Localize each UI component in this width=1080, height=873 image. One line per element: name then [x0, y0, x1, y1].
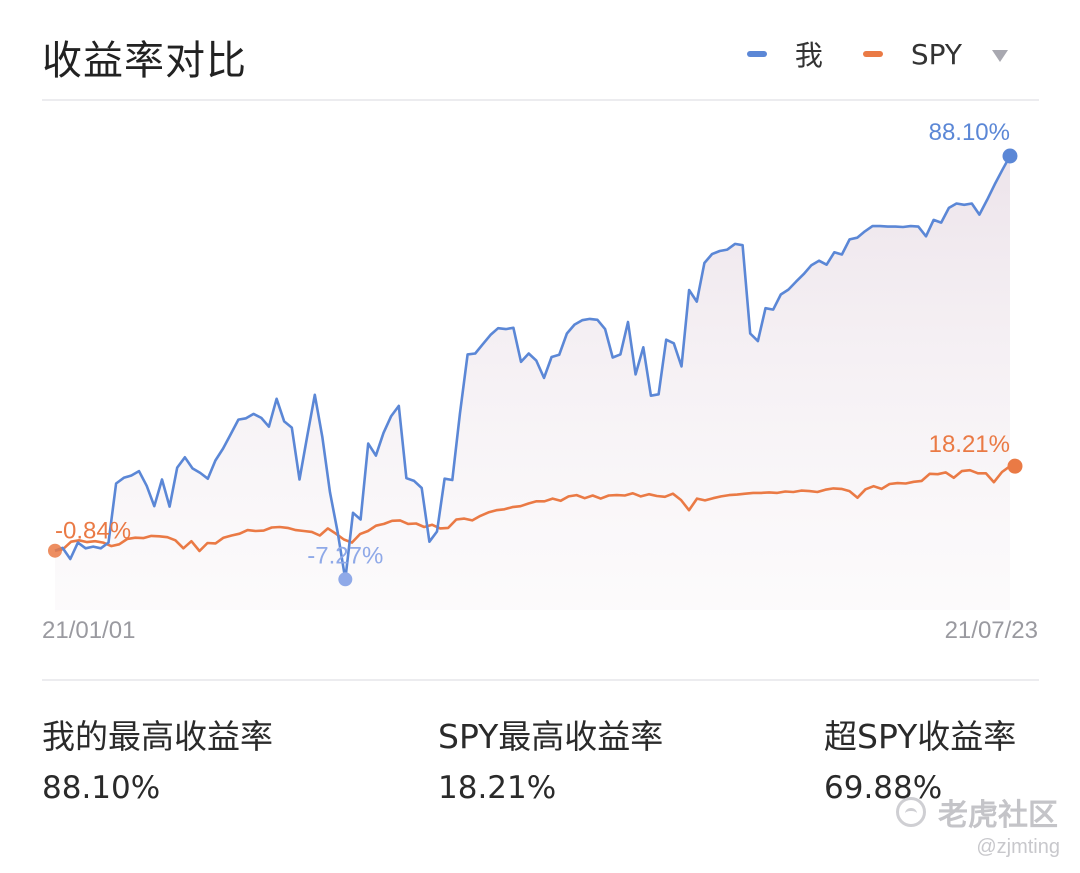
label-me-max: 88.10% — [929, 119, 1010, 146]
label-spy-max: 18.21% — [929, 431, 1010, 458]
series-line-me — [54, 155, 1012, 581]
stat-excess: 超SPY收益率 69.88% — [824, 710, 1016, 806]
legend-label-me: 我 — [794, 39, 823, 72]
point-me-max — [1002, 148, 1018, 164]
chart-divider — [42, 679, 1039, 681]
page-title: 收益率对比 — [42, 38, 247, 84]
watermark-author: @zjmting — [976, 836, 1060, 858]
series-area-me — [55, 156, 1010, 610]
header-divider — [42, 99, 1039, 101]
stat-spy-max: SPY最高收益率 18.21% — [438, 710, 663, 806]
tiger-community-icon — [896, 797, 926, 827]
label-me-start: -0.84% — [55, 518, 131, 545]
x-tick-start: 21/01/01 — [42, 617, 135, 644]
line-chart: -0.84% -7.27% 88.10% 18.21% 21/01/01 21/… — [42, 119, 1038, 644]
stat-value-spy-max: 18.21% — [438, 770, 557, 806]
legend-swatch-me — [746, 51, 767, 57]
point-spy-max — [1007, 458, 1023, 474]
legend-item-me[interactable]: 我 — [746, 34, 823, 74]
chart-legend: 我 SPY — [707, 34, 1008, 74]
point-me-min — [338, 572, 353, 587]
stat-my-max: 我的最高收益率 88.10% — [42, 710, 273, 806]
point-me-start — [48, 543, 62, 558]
series-line-spy — [54, 465, 1011, 553]
watermark: 老虎社区 — [896, 790, 1058, 834]
stat-value-my-max: 88.10% — [42, 770, 161, 806]
stat-label-excess: 超SPY收益率 — [824, 717, 1017, 756]
stat-label-spy-max: SPY最高收益率 — [438, 717, 664, 756]
legend-swatch-spy — [862, 51, 883, 57]
chevron-down-icon[interactable] — [992, 50, 1008, 62]
watermark-text: 老虎社区 — [938, 798, 1058, 833]
legend-label-spy: SPY — [910, 37, 962, 71]
legend-item-spy[interactable]: SPY — [862, 37, 962, 71]
x-tick-end: 21/07/23 — [945, 617, 1038, 644]
stat-label-my-max: 我的最高收益率 — [42, 717, 273, 756]
label-me-min: -7.27% — [307, 542, 383, 569]
stat-value-excess: 69.88% — [824, 770, 943, 806]
